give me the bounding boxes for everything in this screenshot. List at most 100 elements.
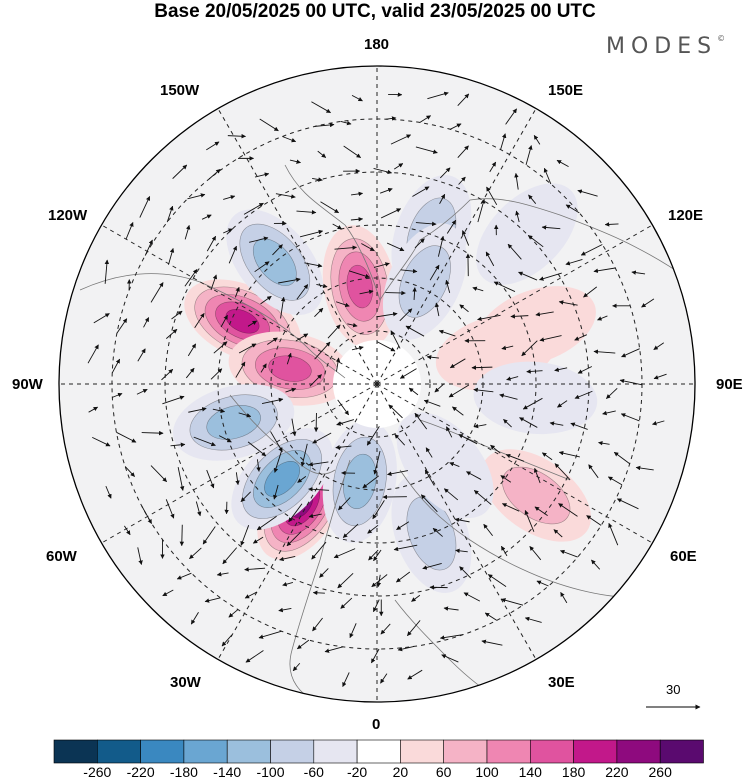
wind-vector bbox=[285, 387, 297, 393]
wind-vector bbox=[105, 485, 112, 499]
wind-vector bbox=[210, 368, 223, 380]
wind-vector bbox=[425, 447, 433, 458]
wind-vector bbox=[335, 357, 341, 372]
wind-vector bbox=[505, 108, 517, 125]
wind-vector bbox=[536, 580, 549, 587]
wind-vector bbox=[503, 418, 512, 428]
label-0: 0 bbox=[372, 716, 381, 733]
wind-vector bbox=[270, 431, 283, 453]
wind-vector bbox=[240, 491, 251, 502]
wind-vector bbox=[613, 451, 630, 465]
wind-vector bbox=[388, 404, 403, 419]
wind-vector bbox=[477, 314, 501, 322]
wind-vector bbox=[206, 469, 215, 489]
wind-vector bbox=[379, 187, 393, 194]
wind-vector bbox=[422, 563, 442, 570]
wind-vector bbox=[463, 592, 481, 602]
wind-vector bbox=[423, 399, 441, 407]
wind-vector bbox=[172, 164, 188, 179]
wind-vector bbox=[208, 168, 221, 180]
wind-vector bbox=[338, 497, 351, 511]
wind-vector bbox=[408, 387, 419, 396]
wind-vector bbox=[92, 436, 111, 447]
wind-vector bbox=[390, 330, 401, 349]
wind-vector bbox=[267, 337, 278, 345]
wind-vector bbox=[206, 141, 220, 151]
wind-vector bbox=[565, 204, 580, 214]
wind-vector bbox=[296, 209, 317, 215]
wind-vector bbox=[93, 313, 110, 324]
wind-vector bbox=[373, 262, 390, 268]
wind-vector bbox=[461, 230, 470, 246]
wind-vector bbox=[580, 244, 603, 256]
wind-vector bbox=[565, 258, 583, 266]
colorbar-tick-label: 220 bbox=[605, 764, 629, 780]
wind-vector bbox=[168, 247, 175, 265]
wind-vector bbox=[166, 205, 174, 223]
wind-vector bbox=[216, 571, 229, 577]
wind-vector bbox=[400, 268, 418, 274]
wind-vector bbox=[87, 344, 99, 364]
wind-vector bbox=[452, 406, 464, 416]
wind-vector bbox=[304, 262, 323, 268]
wind-vector bbox=[327, 324, 341, 339]
wind-vector bbox=[243, 202, 264, 215]
wind-vector bbox=[319, 568, 329, 578]
wind-vector bbox=[222, 547, 238, 565]
wind-vector bbox=[336, 419, 355, 426]
wind-vector bbox=[500, 475, 512, 483]
colorbar-tick-label: -60 bbox=[303, 764, 324, 780]
wind-vector bbox=[437, 235, 445, 257]
wind-vector bbox=[234, 286, 240, 298]
wind-vector bbox=[295, 333, 309, 342]
wind-vector bbox=[247, 441, 267, 457]
wind-vector bbox=[473, 423, 487, 429]
wind-vector bbox=[415, 221, 437, 227]
wind-vector bbox=[335, 301, 350, 308]
wind-vector bbox=[171, 310, 183, 320]
wind-vector bbox=[206, 235, 217, 252]
meridian-line bbox=[376, 108, 537, 385]
meridian-line bbox=[376, 224, 653, 385]
wind-vector bbox=[525, 145, 533, 166]
contour-level bbox=[264, 461, 300, 497]
wind-vector bbox=[499, 393, 518, 400]
wind-vector bbox=[309, 374, 322, 387]
wind-vector bbox=[184, 269, 198, 287]
wind-vector bbox=[577, 189, 598, 197]
wind-vector bbox=[481, 639, 503, 646]
wind-vector bbox=[554, 463, 571, 481]
wind-vector bbox=[395, 571, 411, 583]
label-120e: 120E bbox=[668, 207, 704, 224]
colorbar-swatch bbox=[97, 739, 141, 764]
wind-vector bbox=[539, 335, 562, 342]
wind-vector bbox=[247, 320, 258, 327]
wind-vector bbox=[343, 145, 361, 158]
wind-vector bbox=[510, 314, 529, 319]
wind-vector bbox=[434, 302, 440, 317]
wind-vector bbox=[419, 115, 432, 123]
colorbar-tick-label: 100 bbox=[475, 764, 499, 780]
negative-anomaly-15 bbox=[396, 412, 494, 519]
wind-vector bbox=[446, 219, 457, 234]
wind-vector bbox=[533, 134, 541, 145]
wind-vector bbox=[543, 167, 552, 185]
wind-vector bbox=[549, 421, 564, 426]
label-180: 180 bbox=[364, 36, 390, 53]
wind-vector bbox=[490, 444, 501, 454]
wind-vector bbox=[254, 261, 270, 273]
wind-vector bbox=[420, 494, 438, 513]
wind-vector bbox=[254, 172, 270, 178]
wind-vector bbox=[439, 634, 464, 640]
wind-vector bbox=[282, 136, 297, 143]
wind-vector bbox=[405, 325, 425, 337]
wind-vector bbox=[188, 407, 207, 413]
wind-vector bbox=[393, 544, 418, 552]
wind-vector bbox=[104, 259, 110, 284]
colorbar-swatch bbox=[616, 739, 661, 764]
wind-vector bbox=[454, 517, 470, 523]
wind-vector bbox=[187, 193, 206, 200]
label-60e: 60E bbox=[670, 548, 697, 565]
wind-vector bbox=[380, 208, 402, 219]
wind-vector bbox=[653, 373, 667, 380]
